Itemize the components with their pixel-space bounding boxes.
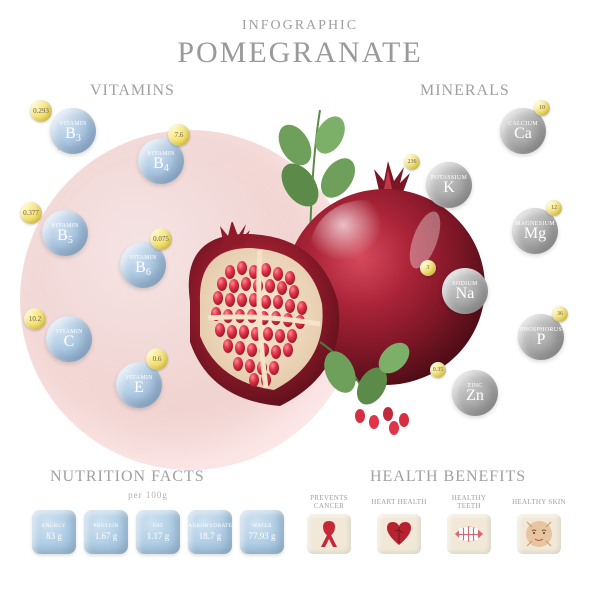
mineral-amount-badge: 12 (546, 200, 562, 216)
mineral-amount-badge: 36 (552, 306, 568, 322)
mineral-symbol: Zn (466, 388, 484, 404)
nutrition-box-carbohydrates: CARBOHYDRATES 18.7 g (188, 510, 232, 554)
benefit-heart: HEART HEALTH (370, 494, 428, 554)
benefit-label: HEALTHY TEETH (440, 494, 498, 510)
nutrition-value: 77.93 g (249, 531, 276, 541)
benefit-label: PREVENTS CANCER (300, 494, 358, 510)
nutrition-label: CARBOHYDRATES (184, 523, 236, 529)
header-title: POMEGRANATE (0, 36, 600, 70)
vitamin-bubble-B5: VITAMIN B5 (42, 210, 88, 256)
vitamin-amount-badge: 0.377 (20, 202, 42, 224)
vitamins-heading: VITAMINS (90, 82, 175, 100)
loose-seeds (350, 398, 430, 438)
ribbon-icon (307, 514, 351, 554)
mineral-symbol: Mg (524, 226, 546, 242)
mineral-amount-badge: 0.35 (430, 362, 446, 378)
benefit-teeth: HEALTHY TEETH (440, 494, 498, 554)
mineral-amount-badge: 3 (420, 260, 436, 276)
nutrition-value: 1.67 g (95, 531, 118, 541)
mineral-bubble-K: POTASSIUM K (426, 162, 472, 208)
nutrition-box-energy: ENERGY 83 g (32, 510, 76, 554)
mineral-symbol: Ca (514, 126, 532, 142)
benefit-skin: HEALTHY SKIN (510, 494, 568, 554)
vitamin-amount-badge: 0.6 (146, 348, 168, 370)
mineral-bubble-Na: SODIUM Na (442, 268, 488, 314)
vitamin-amount-badge: 7.6 (168, 124, 190, 146)
benefit-label: HEALTHY SKIN (510, 494, 568, 510)
mineral-symbol: P (537, 332, 546, 348)
vitamin-symbol: B5 (57, 228, 73, 244)
vitamin-symbol: E (134, 380, 144, 396)
benefit-label: HEART HEALTH (370, 494, 428, 510)
mineral-amount-badge: 236 (404, 154, 420, 170)
header-subtitle: INFOGRAPHIC (0, 18, 600, 34)
nutrition-box-water: WATER 77.93 g (240, 510, 284, 554)
vitamin-bubble-C: VITAMIN C (46, 316, 92, 362)
mineral-symbol: Na (456, 286, 475, 302)
minerals-heading: MINERALS (420, 82, 510, 100)
nutrition-label: ENERGY (42, 523, 66, 529)
nutrition-value: 83 g (46, 531, 62, 541)
vitamin-symbol: B6 (135, 260, 151, 276)
vitamin-amount-badge: 10.2 (24, 308, 46, 330)
nutrition-value: 18.7 g (199, 531, 222, 541)
mineral-amount-badge: 10 (534, 100, 550, 116)
vitamin-amount-badge: 0.293 (30, 100, 52, 122)
vitamin-bubble-B3: VITAMIN B3 (50, 108, 96, 154)
heart-icon (377, 514, 421, 554)
nutrition-subheading: per 100g (108, 490, 188, 500)
nutrition-value: 1.17 g (147, 531, 170, 541)
nutrition-box-protein: PROTEIN 1.67 g (84, 510, 128, 554)
mineral-symbol: K (443, 180, 455, 196)
vitamin-symbol: C (64, 334, 75, 350)
skin-icon (517, 514, 561, 554)
vitamin-amount-badge: 0.075 (150, 228, 172, 250)
vitamin-symbol: B3 (65, 126, 81, 142)
benefit-ribbon: PREVENTS CANCER (300, 494, 358, 554)
nutrition-box-fat: FAT 1.17 g (136, 510, 180, 554)
nutrition-label: WATER (252, 523, 272, 529)
benefits-heading: HEALTH BENEFITS (370, 468, 526, 486)
nutrition-label: PROTEIN (93, 523, 118, 529)
nutrition-heading: NUTRITION FACTS (50, 468, 205, 486)
teeth-icon (447, 514, 491, 554)
infographic-stage: INFOGRAPHIC POMEGRANATE VITAMINS MINERAL… (0, 0, 600, 600)
vitamin-symbol: B4 (153, 156, 169, 172)
nutrition-label: FAT (153, 523, 163, 529)
mineral-bubble-Zn: ZINC Zn (452, 370, 498, 416)
